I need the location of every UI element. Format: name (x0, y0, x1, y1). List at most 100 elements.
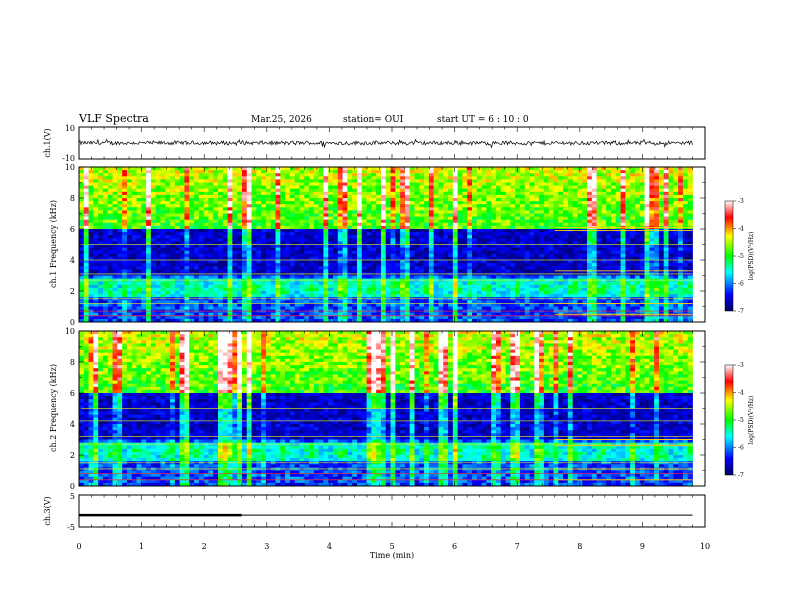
spectrogram-cell (155, 201, 161, 205)
spectrogram-cell (88, 179, 94, 183)
spectrogram-cell (88, 219, 94, 224)
spectrogram-cell (457, 287, 463, 292)
spectrogram-cell (189, 204, 195, 208)
spectrogram-cell (270, 201, 276, 205)
spectrogram-cell (519, 222, 526, 227)
spectrogram-cell (519, 263, 526, 267)
spectrogram-cell (515, 207, 521, 211)
spectrogram-cell (304, 222, 310, 227)
spectrogram-cell (347, 241, 353, 245)
spectrogram-cell (328, 222, 334, 227)
spectrogram-cell (285, 185, 291, 190)
spectrogram-cell (428, 294, 435, 298)
spectrogram-cell (170, 176, 176, 180)
spectrogram-cell (385, 188, 391, 193)
spectrogram-cell (376, 260, 382, 264)
spectrogram-cell (141, 225, 147, 230)
spectrogram-cell (79, 244, 85, 248)
spectrogram-cell (136, 244, 142, 248)
spectrogram-cell (275, 247, 281, 252)
spectrogram-cell (519, 204, 526, 208)
spectrogram-cell (88, 201, 94, 205)
spectrogram-cell (352, 315, 358, 320)
spectrogram-cell (438, 306, 444, 310)
spectrogram-cell (424, 291, 430, 295)
spectrogram-cell (500, 253, 506, 258)
spectrogram-cell (356, 225, 363, 230)
spectrogram-cell (333, 179, 339, 183)
spectrogram-cell (342, 263, 348, 267)
spectrogram-cell (467, 185, 473, 190)
spectrogram-cell (510, 170, 516, 174)
spectrogram-cell (337, 182, 343, 186)
spectrogram-cell (534, 204, 540, 208)
spectrogram-cell (443, 294, 449, 298)
spectrogram-cell (414, 263, 420, 267)
spectrogram-cell (256, 235, 262, 239)
spectrogram-cell (117, 263, 123, 267)
spectrogram-cell (476, 216, 482, 221)
spectrogram-cell (299, 260, 305, 264)
spectrogram-cell (261, 182, 267, 186)
spectrogram-cell (409, 291, 415, 295)
spectrogram-cell (409, 201, 415, 205)
spectrogram-cell (424, 284, 430, 289)
spectrogram-cell (443, 219, 449, 224)
spectrogram-cell (433, 198, 439, 202)
spectrogram-cell (251, 194, 257, 199)
spectrogram-cell (486, 235, 492, 239)
spectrogram-cell (83, 191, 89, 196)
spectrogram-cell (122, 179, 128, 183)
spectrogram-cell (150, 250, 157, 255)
spectrogram-cell (385, 306, 391, 310)
spectrogram-cell (126, 176, 133, 180)
spectrogram-cell (495, 170, 502, 174)
spectrogram-cell (155, 244, 161, 248)
spectrogram-cell (366, 318, 372, 322)
spectrogram-cell (184, 207, 190, 211)
spectrogram-cell (189, 241, 195, 245)
spectrogram-cell (371, 241, 377, 245)
spectrogram-cell (371, 247, 377, 252)
spectrogram-cell (165, 253, 171, 258)
spectrogram-cell (400, 269, 406, 273)
spectrogram-cell (241, 250, 248, 255)
spectrogram-cell (342, 260, 348, 264)
spectrogram-cell (524, 238, 530, 242)
spectrogram-cell (136, 182, 142, 186)
spectrogram-cell (112, 204, 118, 208)
spectrogram-cell (165, 229, 171, 233)
spectrogram-cell (472, 318, 478, 322)
spectrogram-cell (524, 244, 530, 248)
spectrogram-cell (208, 318, 214, 322)
spectrogram-cell (486, 198, 492, 202)
spectrogram-cell (510, 210, 516, 214)
spectrogram-cell (79, 266, 85, 270)
spectrogram-cell (472, 219, 478, 224)
spectrogram-cell (419, 275, 425, 279)
spectrogram-cell (323, 191, 329, 196)
spectrogram-cell (500, 176, 506, 180)
spectrogram-cell (385, 179, 391, 183)
spectrogram-cell (491, 232, 497, 236)
spectrogram-cell (476, 235, 482, 239)
spectrogram-cell (285, 244, 291, 248)
spectrogram-cell (400, 294, 406, 298)
spectrogram-cell (217, 256, 224, 261)
spectrogram-cell (486, 303, 492, 307)
spectrogram-cell (529, 185, 535, 190)
spectrogram-cell (438, 167, 444, 171)
spectrogram-cell (385, 275, 391, 279)
spectrogram-cell (443, 253, 449, 258)
spectrogram-cell (117, 266, 123, 270)
spectrogram-cell (313, 315, 320, 320)
spectrogram-cell (361, 263, 367, 267)
spectrogram-cell (232, 263, 238, 267)
spectrogram-cell (539, 291, 545, 295)
spectrogram-cell (179, 244, 185, 248)
spectrogram-cell (251, 253, 257, 258)
spectrogram-cell (165, 291, 171, 295)
spectrogram-cell (150, 253, 157, 258)
spectrogram-cell (299, 263, 305, 267)
spectrogram-cell (352, 318, 358, 322)
